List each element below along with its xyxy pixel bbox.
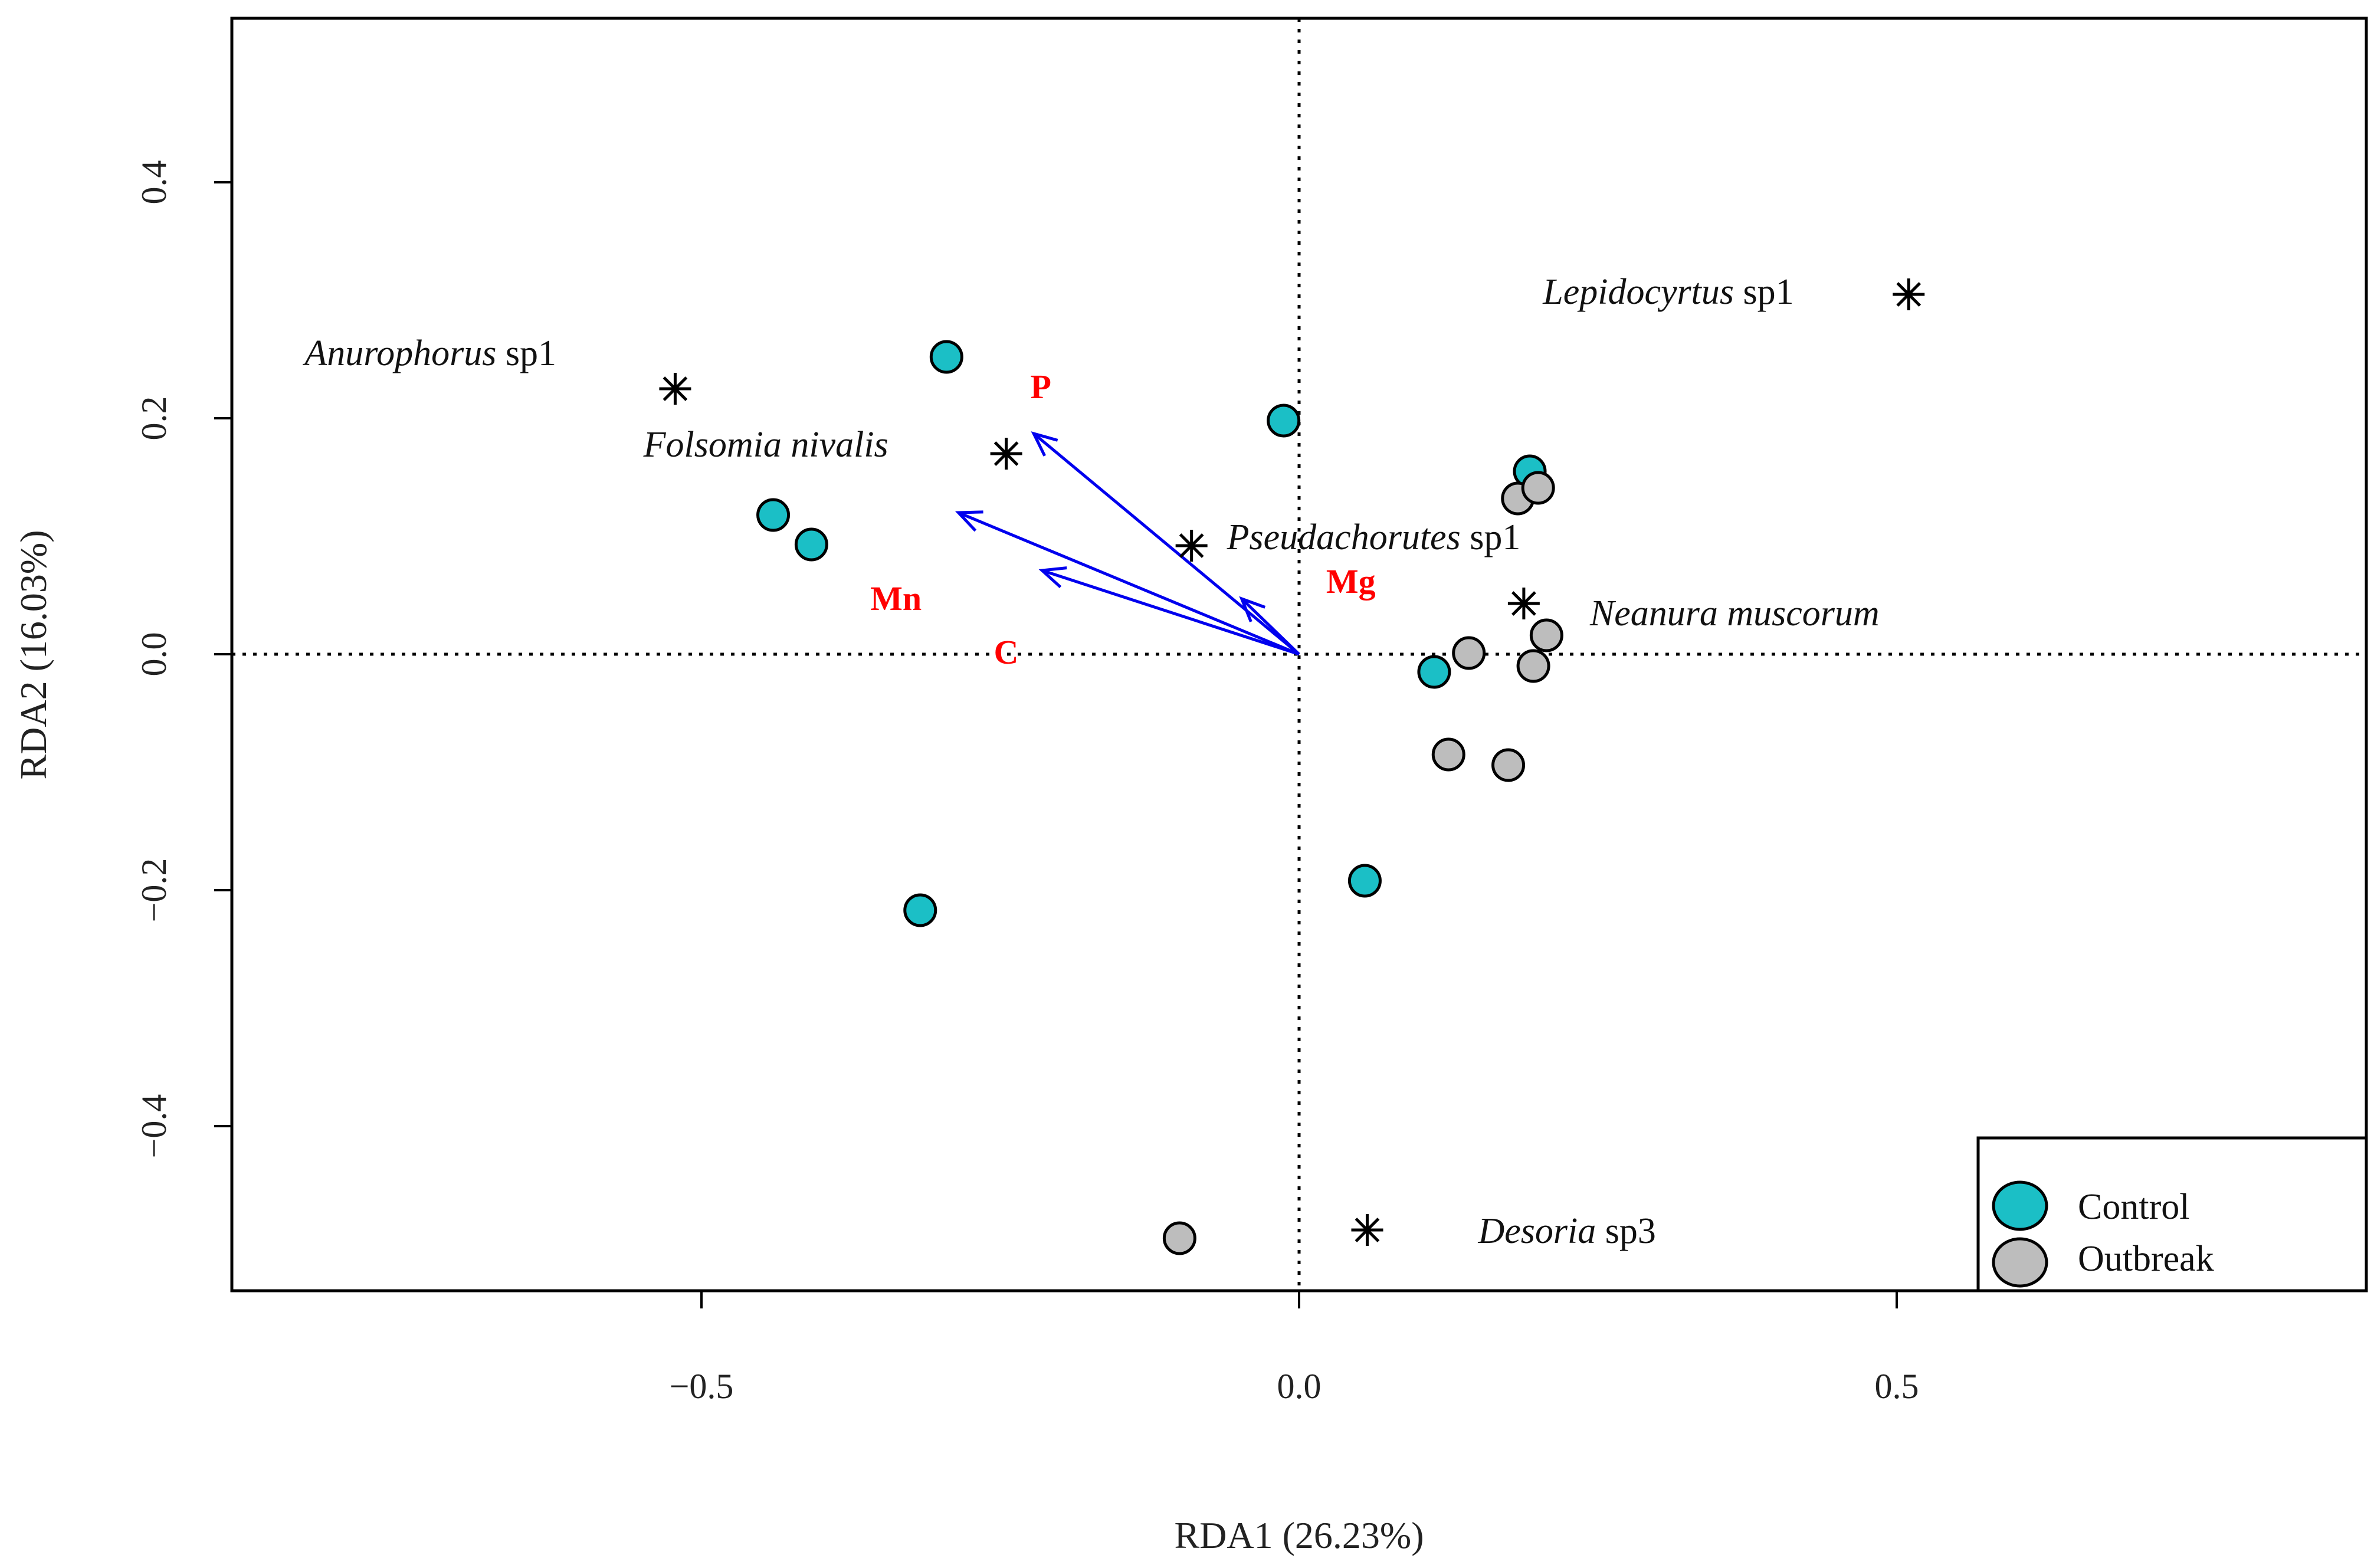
- species-suffix: sp1: [496, 333, 556, 373]
- y-tick-label: 0.4: [135, 160, 173, 205]
- y-tick-label: −0.4: [135, 1094, 173, 1159]
- species-name: Lepidocyrtus: [1542, 272, 1734, 312]
- y-tick-label: 0.0: [135, 632, 173, 677]
- species-label-pseudachorutes: Pseudachorutes sp1: [1227, 517, 1521, 557]
- asterisk-stroke: [1179, 533, 1204, 558]
- point-control: [903, 893, 937, 927]
- species-label-lepidocyrtus: Lepidocyrtus sp1: [1542, 272, 1793, 312]
- x-axis: −0.5 0.0 0.5: [670, 1291, 1919, 1406]
- species-marker-anurophorus: [659, 373, 691, 405]
- species-name: Pseudachorutes: [1227, 517, 1461, 557]
- env-label-mn: Mn: [870, 579, 922, 618]
- legend-outbreak-label: Outbreak: [2078, 1239, 2214, 1279]
- species-suffix: sp3: [1596, 1211, 1656, 1251]
- species-markers: [659, 278, 1925, 1246]
- species-marker-neanura-muscorum: [1507, 588, 1540, 619]
- point-control: [1267, 404, 1301, 438]
- species-marker-lepidocyrtus: [1893, 278, 1925, 310]
- species-name: Neanura muscorum: [1589, 593, 1880, 634]
- point-outbreak: [1431, 737, 1465, 772]
- point-outbreak: [1516, 649, 1550, 683]
- y-axis-title: RDA2 (16.03%): [12, 530, 54, 779]
- env-vector-p: [1032, 432, 1300, 655]
- x-tick-label: 0.5: [1875, 1367, 1919, 1406]
- species-labels: Anurophorus sp1 Folsomia nivalis Pseudacho…: [302, 272, 1879, 1251]
- legend-control-label: Control: [2078, 1187, 2189, 1227]
- point-outbreak: [1521, 471, 1555, 505]
- site-points: [756, 340, 1563, 1255]
- species-name: Anurophorus: [302, 333, 496, 373]
- env-vector-arrowhead: [1038, 566, 1067, 589]
- env-vector-arrowhead: [1031, 431, 1058, 457]
- asterisk-stroke: [1355, 1218, 1380, 1242]
- env-vector-mn: [958, 511, 1300, 656]
- point-outbreak: [1452, 636, 1486, 670]
- point-control: [794, 527, 828, 562]
- env-vector-mg: [1241, 598, 1300, 655]
- environment-vectors: [955, 431, 1300, 656]
- species-name: Desoria: [1477, 1211, 1596, 1251]
- env-label-mg: Mg: [1326, 562, 1376, 601]
- species-label-folsomia-nivalis: Folsomia nivalis: [643, 425, 888, 465]
- species-marker-pseudachorutes: [1175, 530, 1208, 562]
- y-tick-label: −0.2: [135, 858, 173, 923]
- point-outbreak: [1529, 618, 1563, 652]
- env-vector-arrowhead: [1239, 596, 1266, 622]
- point-control: [756, 498, 791, 532]
- env-label-p: P: [1031, 368, 1051, 406]
- x-axis-title: RDA1 (26.23%): [1174, 1514, 1424, 1556]
- asterisk-stroke: [663, 376, 688, 401]
- asterisk-stroke: [1896, 282, 1922, 307]
- species-marker-folsomia-nivalis: [990, 438, 1022, 470]
- x-tick-label: 0.0: [1277, 1367, 1322, 1406]
- species-suffix: sp1: [1461, 517, 1521, 557]
- asterisk-stroke: [993, 441, 1019, 466]
- species-label-desoria: Desoria sp3: [1477, 1211, 1655, 1251]
- x-tick-label: −0.5: [670, 1367, 734, 1406]
- legend: Control Outbreak: [1976, 1136, 2368, 1293]
- species-marker-desoria: [1351, 1214, 1383, 1246]
- y-tick-label: 0.2: [135, 396, 173, 441]
- environment-labels: P Mn C Mg: [870, 368, 1376, 671]
- species-label-neanura-muscorum: Neanura muscorum: [1589, 593, 1880, 634]
- point-control: [1347, 864, 1382, 898]
- point-control: [929, 340, 963, 374]
- point-outbreak: [1162, 1221, 1196, 1255]
- species-suffix: sp1: [1734, 272, 1794, 312]
- asterisk-stroke: [1511, 591, 1536, 616]
- point-control: [1417, 655, 1451, 689]
- species-label-anurophorus: Anurophorus sp1: [302, 333, 556, 373]
- env-vector-c: [1041, 569, 1300, 656]
- legend-control-marker: [1992, 1180, 2048, 1231]
- species-name: Folsomia nivalis: [643, 425, 888, 465]
- legend-outbreak-marker: [1992, 1237, 2048, 1288]
- env-label-c: C: [993, 633, 1018, 671]
- env-vector-arrowhead: [955, 510, 983, 532]
- y-axis: −0.4 −0.2 0.0 0.2 0.4: [135, 160, 232, 1159]
- point-outbreak: [1491, 748, 1526, 782]
